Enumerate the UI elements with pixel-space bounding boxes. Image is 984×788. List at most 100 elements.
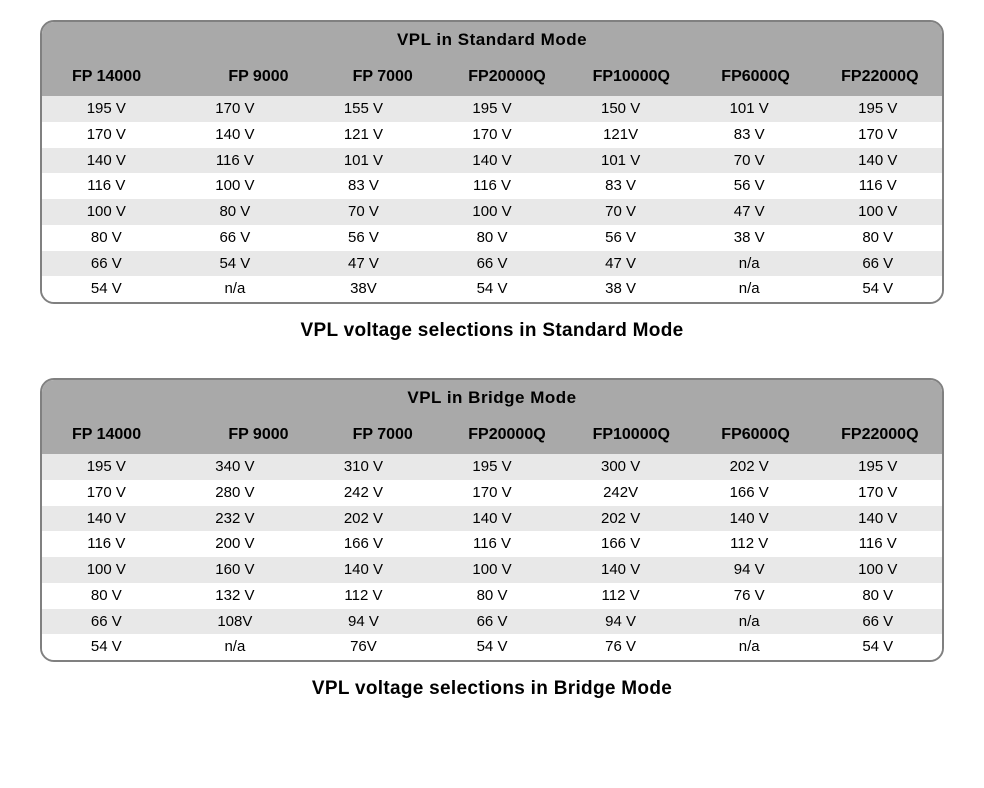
column-header: FP10000Q bbox=[569, 426, 693, 444]
table-cell: 94 V bbox=[299, 610, 428, 634]
table-cell: 56 V bbox=[685, 174, 814, 198]
table-caption: VPL voltage selections in Standard Mode bbox=[20, 320, 964, 342]
table-row: 195 V170 V155 V195 V150 V101 V195 V bbox=[42, 96, 942, 122]
table-cell: 112 V bbox=[556, 584, 685, 608]
table-cell: 54 V bbox=[42, 635, 171, 659]
column-header: FP6000Q bbox=[693, 68, 817, 86]
table-cell: 140 V bbox=[428, 149, 557, 173]
table-cell: 54 V bbox=[813, 277, 942, 301]
table-cell: 202 V bbox=[685, 455, 814, 479]
table-cell: 54 V bbox=[428, 277, 557, 301]
table-cell: 38 V bbox=[685, 226, 814, 250]
table-row: 100 V80 V70 V100 V70 V47 V100 V bbox=[42, 199, 942, 225]
table-cell: 170 V bbox=[42, 123, 171, 147]
table-header-row: FP 14000 FP 9000 FP 7000 FP20000Q FP1000… bbox=[42, 54, 942, 96]
table-cell: n/a bbox=[171, 635, 300, 659]
table-cell: 80 V bbox=[42, 584, 171, 608]
table-cell: 66 V bbox=[42, 610, 171, 634]
table-cell: 170 V bbox=[42, 481, 171, 505]
column-header: FP20000Q bbox=[445, 426, 569, 444]
table-cell: 140 V bbox=[42, 507, 171, 531]
table-cell: 242 V bbox=[299, 481, 428, 505]
table-cell: 83 V bbox=[556, 174, 685, 198]
column-header: FP22000Q bbox=[818, 68, 942, 86]
table-cell: 166 V bbox=[299, 532, 428, 556]
table-cell: 170 V bbox=[428, 123, 557, 147]
table-cell: 76 V bbox=[685, 584, 814, 608]
table-cell: 66 V bbox=[171, 226, 300, 250]
table-body: 195 V340 V310 V195 V300 V202 V195 V170 V… bbox=[42, 454, 942, 660]
table-cell: 202 V bbox=[299, 507, 428, 531]
table-cell: 155 V bbox=[299, 97, 428, 121]
table-cell: 66 V bbox=[42, 252, 171, 276]
table-cell: 54 V bbox=[813, 635, 942, 659]
table-cell: 70 V bbox=[556, 200, 685, 224]
table-cell: 108V bbox=[171, 610, 300, 634]
table-cell: n/a bbox=[685, 252, 814, 276]
table-cell: 132 V bbox=[171, 584, 300, 608]
table-cell: 170 V bbox=[428, 481, 557, 505]
table-cell: 195 V bbox=[428, 455, 557, 479]
table-row: 170 V280 V242 V170 V242V166 V170 V bbox=[42, 480, 942, 506]
table-cell: 166 V bbox=[556, 532, 685, 556]
table-cell: 116 V bbox=[428, 174, 557, 198]
column-header: FP10000Q bbox=[569, 68, 693, 86]
bridge-mode-table: VPL in Bridge Mode FP 14000 FP 9000 FP 7… bbox=[40, 378, 944, 662]
table-cell: 38 V bbox=[556, 277, 685, 301]
table-cell: 300 V bbox=[556, 455, 685, 479]
table-cell: 70 V bbox=[299, 200, 428, 224]
table-cell: 80 V bbox=[813, 584, 942, 608]
table-cell: 38V bbox=[299, 277, 428, 301]
table-cell: 100 V bbox=[42, 558, 171, 582]
table-cell: 116 V bbox=[42, 532, 171, 556]
table-cell: 100 V bbox=[171, 174, 300, 198]
table-cell: 170 V bbox=[813, 123, 942, 147]
table-cell: 195 V bbox=[42, 97, 171, 121]
table-cell: 140 V bbox=[42, 149, 171, 173]
table-row: 195 V340 V310 V195 V300 V202 V195 V bbox=[42, 454, 942, 480]
column-header: FP6000Q bbox=[693, 426, 817, 444]
table-cell: 66 V bbox=[813, 252, 942, 276]
table-row: 80 V132 V112 V80 V112 V76 V80 V bbox=[42, 583, 942, 609]
table-cell: 116 V bbox=[428, 532, 557, 556]
table-cell: n/a bbox=[171, 277, 300, 301]
table-row: 116 V200 V166 V116 V166 V112 V116 V bbox=[42, 531, 942, 557]
table-cell: 112 V bbox=[299, 584, 428, 608]
table-cell: 116 V bbox=[42, 174, 171, 198]
table-cell: 100 V bbox=[813, 200, 942, 224]
table-cell: 94 V bbox=[685, 558, 814, 582]
column-header: FP 9000 bbox=[196, 426, 320, 444]
table-title: VPL in Bridge Mode bbox=[42, 380, 942, 412]
table-cell: 116 V bbox=[171, 149, 300, 173]
table-cell: 100 V bbox=[428, 558, 557, 582]
table-cell: 195 V bbox=[428, 97, 557, 121]
table-cell: 47 V bbox=[556, 252, 685, 276]
table-cell: n/a bbox=[685, 610, 814, 634]
table-cell: 232 V bbox=[171, 507, 300, 531]
table-cell: 140 V bbox=[685, 507, 814, 531]
table-cell: 112 V bbox=[685, 532, 814, 556]
table-row: 54 Vn/a38V54 V38 Vn/a54 V bbox=[42, 276, 942, 302]
table-body: 195 V170 V155 V195 V150 V101 V195 V170 V… bbox=[42, 96, 942, 302]
table-header-row: FP 14000 FP 9000 FP 7000 FP20000Q FP1000… bbox=[42, 412, 942, 454]
table-cell: 101 V bbox=[299, 149, 428, 173]
table-cell: 80 V bbox=[813, 226, 942, 250]
table-cell: 195 V bbox=[42, 455, 171, 479]
table-cell: 340 V bbox=[171, 455, 300, 479]
table-cell: 101 V bbox=[556, 149, 685, 173]
standard-mode-table: VPL in Standard Mode FP 14000 FP 9000 FP… bbox=[40, 20, 944, 304]
table-caption: VPL voltage selections in Bridge Mode bbox=[20, 678, 964, 700]
table-cell: 121 V bbox=[299, 123, 428, 147]
table-row: 80 V66 V56 V80 V56 V38 V80 V bbox=[42, 225, 942, 251]
column-header: FP 14000 bbox=[42, 68, 196, 86]
table-cell: 54 V bbox=[171, 252, 300, 276]
table-cell: 116 V bbox=[813, 174, 942, 198]
table-cell: 56 V bbox=[299, 226, 428, 250]
table-cell: 170 V bbox=[813, 481, 942, 505]
table-cell: 80 V bbox=[171, 200, 300, 224]
table-cell: 140 V bbox=[813, 507, 942, 531]
table-cell: 166 V bbox=[685, 481, 814, 505]
table-cell: 80 V bbox=[42, 226, 171, 250]
table-cell: 195 V bbox=[813, 97, 942, 121]
table-cell: 116 V bbox=[813, 532, 942, 556]
